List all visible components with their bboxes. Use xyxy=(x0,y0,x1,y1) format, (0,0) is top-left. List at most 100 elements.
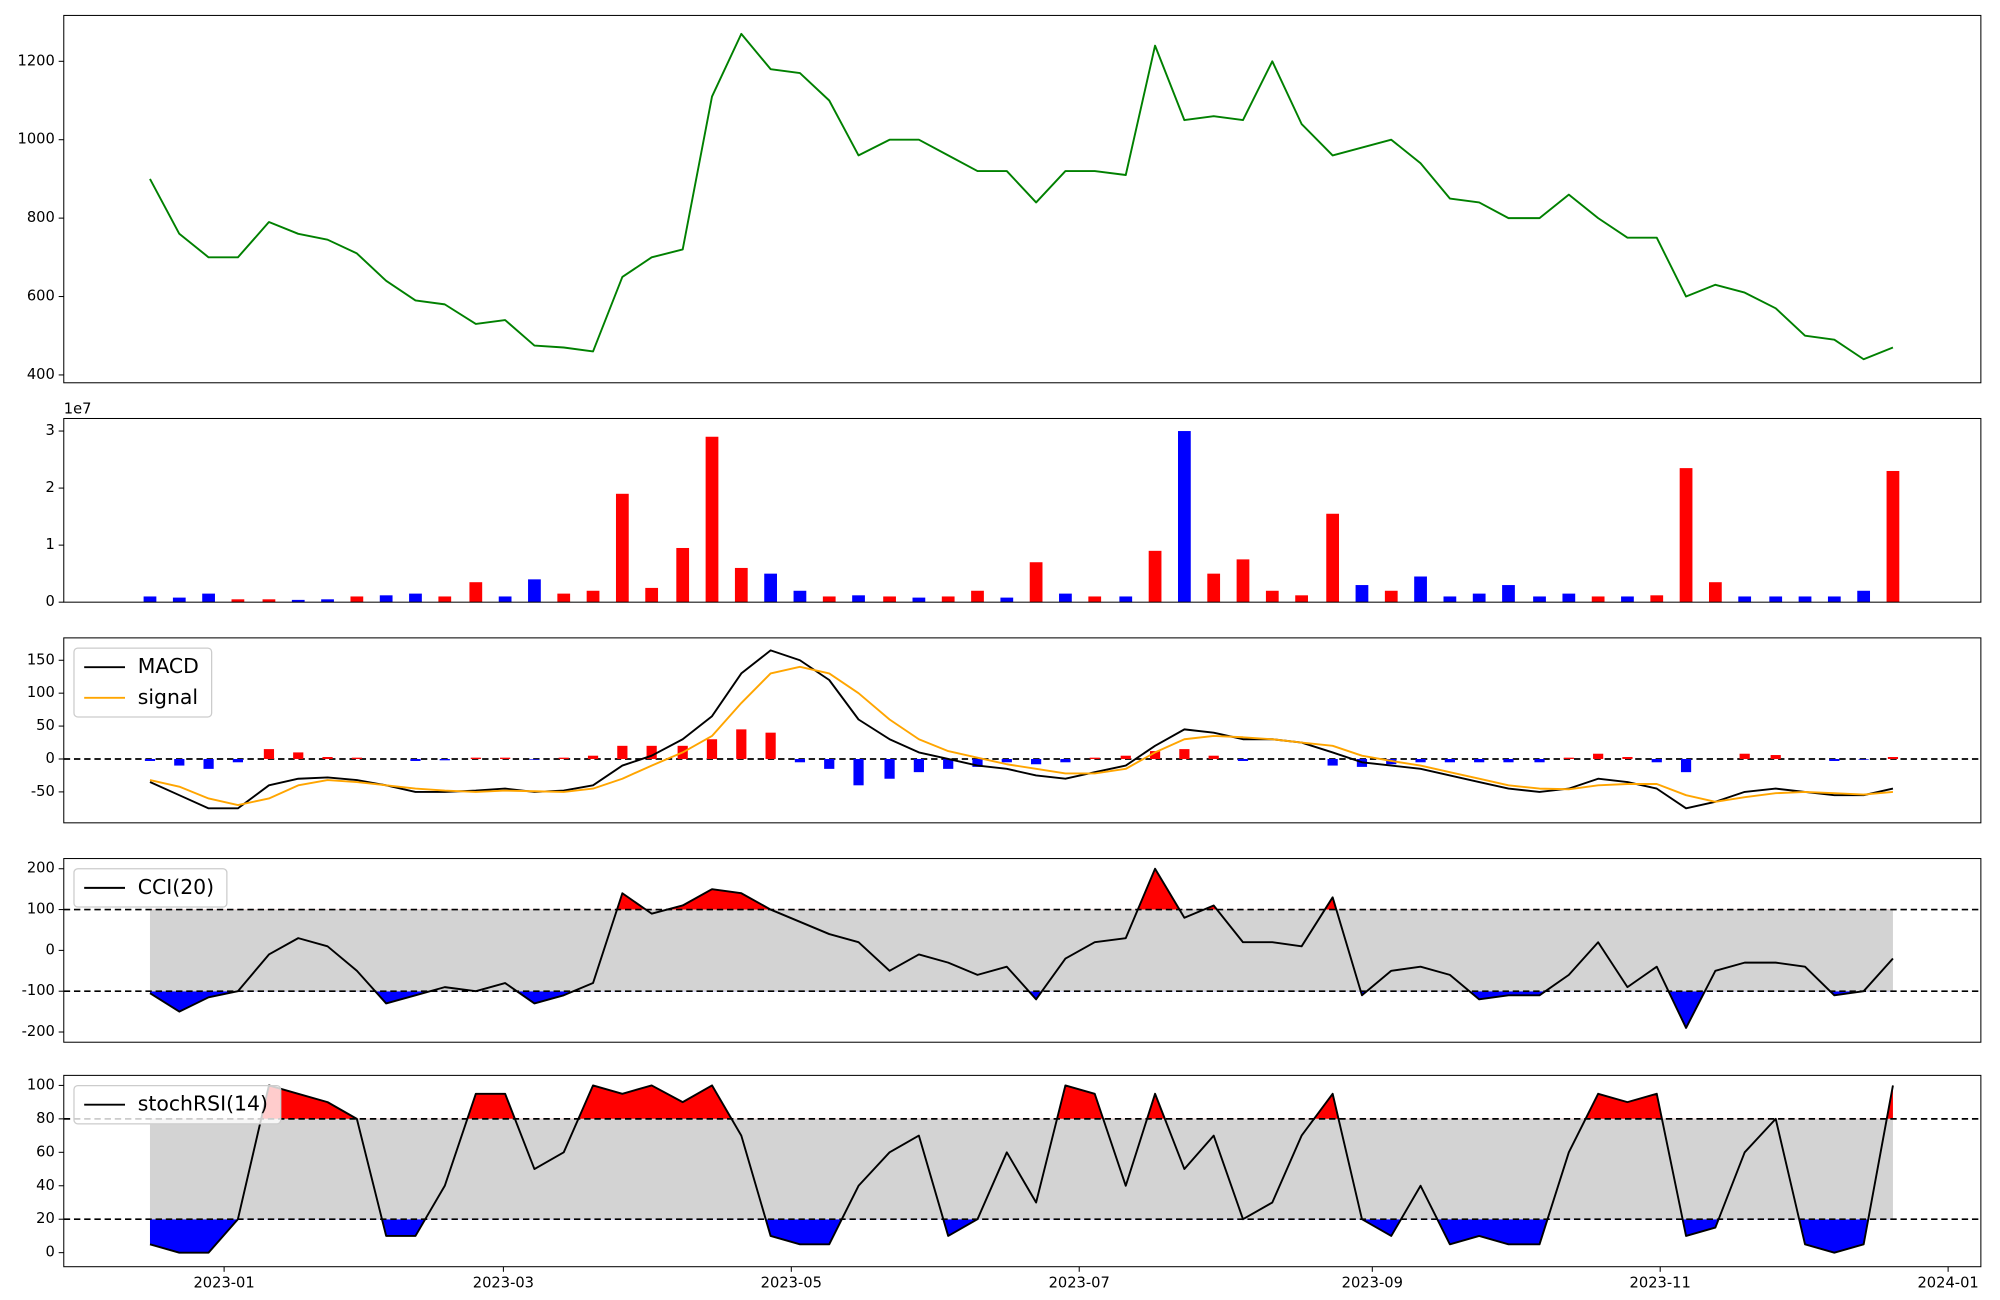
volume-bar xyxy=(1384,590,1398,603)
volume-bar xyxy=(793,590,807,603)
histogram-bar xyxy=(439,758,450,761)
histogram-bar xyxy=(470,757,481,759)
volume-bar xyxy=(912,597,926,603)
volume-bar xyxy=(883,596,896,603)
legend-box xyxy=(73,1084,282,1125)
volume-bar xyxy=(1533,596,1546,603)
x-tick-label: 2023-03 xyxy=(473,1274,534,1291)
volume-bar xyxy=(1207,573,1221,603)
volume-bar xyxy=(1472,593,1486,603)
volume-bar xyxy=(971,590,984,603)
histogram-bar xyxy=(293,752,304,759)
histogram-bar xyxy=(1887,757,1899,759)
y-tick-label: 600 xyxy=(27,288,55,305)
histogram-bar xyxy=(1651,758,1662,763)
series-line xyxy=(149,665,1894,807)
series-line xyxy=(149,649,1894,810)
plot-frame xyxy=(63,14,1982,384)
volume-bar xyxy=(1886,470,1900,603)
histogram-bar xyxy=(1031,758,1042,765)
volume-bar xyxy=(262,599,276,603)
plot-frame xyxy=(63,1074,1982,1268)
volume-bar xyxy=(1088,596,1102,603)
volume-bar xyxy=(1738,596,1752,603)
y-tick-label: 200 xyxy=(27,860,55,877)
x-tick-label: 2023-07 xyxy=(1049,1274,1110,1291)
histogram-bar xyxy=(1680,758,1692,773)
volume-bar xyxy=(615,493,629,603)
histogram-bar xyxy=(174,758,185,766)
volume-bar xyxy=(528,579,541,603)
histogram-bar xyxy=(1060,758,1071,763)
neutral-band xyxy=(149,1118,1893,1220)
y-tick-label: 0 xyxy=(46,1244,55,1261)
histogram-bar xyxy=(765,732,776,759)
volume-bar xyxy=(1326,513,1340,603)
volume-bar xyxy=(172,597,186,603)
volume-bar xyxy=(1295,595,1308,603)
plot-frame xyxy=(63,858,1982,1043)
volume-bar xyxy=(409,593,422,603)
volume-bar xyxy=(1708,582,1722,603)
histogram-bar xyxy=(1503,758,1514,763)
y-tick-label: 1200 xyxy=(18,52,55,69)
histogram-bar xyxy=(617,745,628,759)
histogram-bar xyxy=(1415,758,1426,763)
panel: 0 1 2 3 1e7 xyxy=(46,401,1982,610)
histogram-bar xyxy=(1208,755,1219,759)
plot-frame xyxy=(63,417,1982,603)
series-line xyxy=(149,32,1894,361)
volume-bar xyxy=(1265,590,1279,603)
x-tick-label: 2023-01 xyxy=(193,1274,254,1291)
volume-bar xyxy=(1769,596,1783,603)
volume-bar xyxy=(1650,595,1664,603)
volume-bar xyxy=(1119,596,1133,603)
legend-label: MACD xyxy=(138,654,199,678)
y-tick-label: 80 xyxy=(36,1110,55,1127)
histogram-bar xyxy=(853,758,864,786)
histogram-bar xyxy=(1770,755,1781,759)
y-tick-label: 40 xyxy=(36,1177,55,1194)
histogram-bar xyxy=(943,758,954,769)
volume-bar xyxy=(1236,559,1250,603)
volume-bar xyxy=(586,590,600,603)
histogram-bar xyxy=(410,758,421,761)
volume-bar xyxy=(1178,431,1191,603)
histogram-bar xyxy=(263,749,275,759)
volume-bar xyxy=(645,587,659,603)
histogram-bar xyxy=(1739,753,1750,759)
y-tick-label: 50 xyxy=(36,717,55,734)
volume-bar xyxy=(557,593,571,603)
histogram-bar xyxy=(794,758,806,763)
histogram-bar xyxy=(1622,757,1633,759)
y-tick-label: 0 xyxy=(46,750,55,767)
legend-label: CCI(20) xyxy=(138,875,214,899)
y-tick-label: 800 xyxy=(27,209,55,226)
y-tick-label: 3 xyxy=(46,422,55,439)
histogram-bar xyxy=(824,758,835,769)
volume-bar xyxy=(822,596,836,603)
volume-bar xyxy=(764,573,777,603)
histogram-bar xyxy=(884,758,895,779)
y-tick-label: 100 xyxy=(27,1076,55,1093)
volume-bar xyxy=(469,582,483,603)
volume-bar xyxy=(202,593,215,603)
legend-label: stochRSI(14) xyxy=(138,1092,268,1116)
volume-bar xyxy=(1148,550,1162,603)
volume-bar xyxy=(1827,596,1841,603)
y-tick-label: -50 xyxy=(31,783,55,800)
histogram-bar xyxy=(913,758,924,773)
volume-bar xyxy=(1621,596,1634,603)
volume-bar xyxy=(231,599,245,603)
panel: 0 20 40 60 80 100 2023-01 2023-03 2023-05 2023-07… xyxy=(27,1074,1982,1291)
histogram-bar xyxy=(1237,758,1249,761)
y-tick-label: 400 xyxy=(27,366,55,383)
histogram-bar xyxy=(1858,758,1869,760)
volume-bar xyxy=(1679,468,1693,603)
legend-label: signal xyxy=(138,685,198,709)
y-tick-label: 60 xyxy=(36,1143,55,1160)
histogram-bar xyxy=(351,757,362,759)
panel: 400 600 800 1000 1200 xyxy=(18,14,1982,384)
plot-frame xyxy=(63,637,1982,824)
